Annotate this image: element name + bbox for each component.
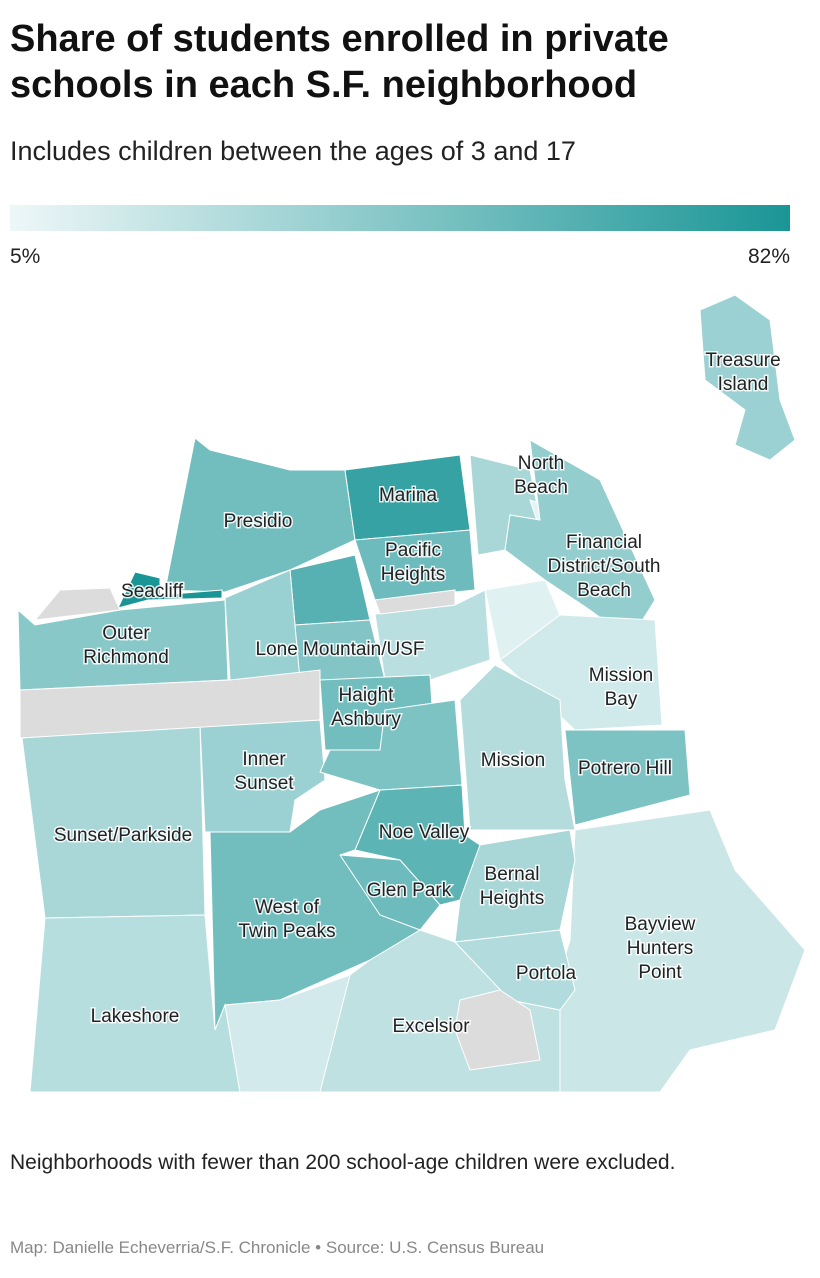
neighborhood-label: Lakeshore (91, 1006, 180, 1027)
neighborhood-label: Twin Peaks (238, 921, 335, 942)
neighborhood-label: Portola (516, 963, 577, 984)
neighborhood-label: West of (255, 897, 320, 918)
neighborhood-label: Pacific (385, 540, 441, 561)
neighborhood (504, 439, 656, 641)
legend-label: 5% (10, 245, 40, 268)
neighborhood-label: Ashbury (331, 709, 401, 730)
neighborhood-label: Glen Park (367, 880, 452, 901)
neighborhood (499, 614, 663, 731)
neighborhood-label: Sunset (234, 773, 294, 794)
neighborhood-label: Heights (480, 888, 544, 909)
neighborhood-label: Noe Valley (379, 822, 470, 843)
neighborhood-label: Point (638, 962, 682, 983)
neighborhood-label: Presidio (224, 511, 293, 532)
neighborhood-label: Bay (605, 689, 638, 710)
title: Share of students enrolled in private sc… (10, 18, 669, 106)
neighborhood-label: Beach (577, 580, 631, 601)
neighborhood-label: Hunters (627, 938, 694, 959)
neighborhood-label: Island (718, 374, 769, 395)
legend-bar (10, 205, 790, 231)
neighborhood (319, 699, 463, 791)
neighborhood (289, 554, 371, 626)
neighborhood-label: Haight (339, 685, 395, 706)
neighborhood-label: Marina (379, 485, 438, 506)
neighborhood-label: Heights (381, 564, 445, 585)
neighborhood-label: Lone Mountain/USF (256, 639, 425, 660)
neighborhood (459, 664, 576, 831)
neighborhood-label: Bayview (625, 914, 696, 935)
neighborhood-label: Sunset/Parkside (54, 825, 192, 846)
excluded-area (374, 589, 456, 615)
neighborhood-label: Financial (566, 532, 642, 553)
neighborhood-label: Mission (589, 665, 653, 686)
subtitle: Includes children between the ages of 3 … (10, 136, 576, 166)
neighborhood-label: Excelsior (392, 1016, 470, 1037)
map: Presidio Marina Seacliff Pacific Heights Nort… (10, 205, 806, 1093)
excluded-area (33, 587, 121, 621)
neighborhood-label: Potrero Hill (578, 758, 672, 779)
excluded-area (19, 669, 321, 739)
note: Neighborhoods with fewer than 200 school… (10, 1151, 676, 1174)
neighborhood (29, 914, 241, 1093)
neighborhood-label: North (518, 453, 564, 474)
legend-label: 82% (748, 245, 790, 268)
neighborhood-label: District/South (548, 556, 661, 577)
neighborhood-label: Mission (481, 750, 545, 771)
neighborhood (354, 529, 476, 601)
neighborhood-label: Outer (102, 623, 150, 644)
neighborhood-label: Bernal (485, 864, 540, 885)
neighborhood (564, 729, 691, 826)
excluded-area (454, 989, 541, 1071)
neighborhood-label: Seacliff (121, 581, 184, 602)
neighborhood-label: Beach (514, 477, 568, 498)
credit: Map: Danielle Echeverria/S.F. Chronicle … (10, 1238, 545, 1257)
neighborhood-label: Treasure (705, 350, 780, 371)
neighborhood-label: Inner (242, 749, 286, 770)
neighborhood (699, 294, 796, 461)
neighborhood-label: Richmond (83, 647, 169, 668)
neighborhood (117, 571, 223, 609)
neighborhood (21, 724, 206, 919)
